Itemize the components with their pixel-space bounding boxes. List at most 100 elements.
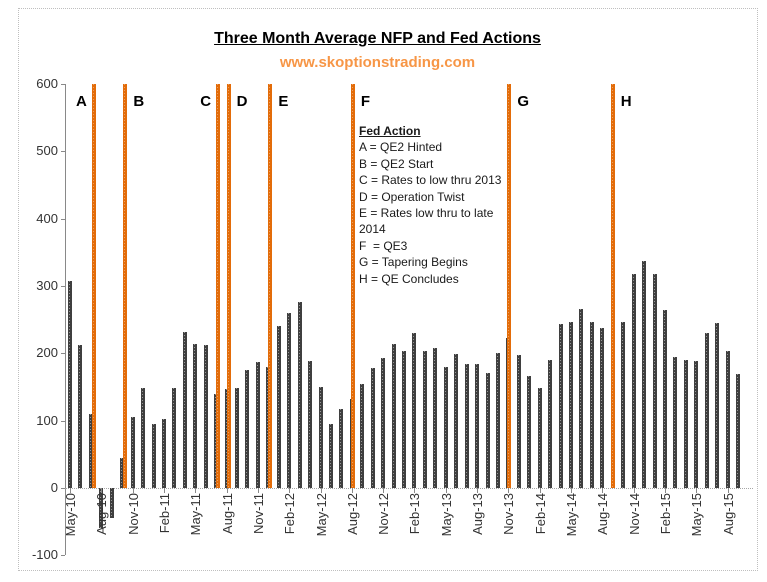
fed-line-texture bbox=[227, 84, 229, 488]
fed-line-texture bbox=[611, 84, 613, 488]
x-tick-label: Nov-13 bbox=[501, 493, 517, 535]
fed-action-label-f: F bbox=[360, 93, 371, 110]
x-tick bbox=[132, 488, 134, 493]
bar bbox=[287, 312, 292, 488]
bar-texture bbox=[528, 376, 530, 488]
fed-action-label-c: C bbox=[200, 93, 212, 110]
bar-texture bbox=[69, 281, 70, 488]
bar-texture bbox=[476, 364, 478, 488]
bar-texture bbox=[100, 488, 102, 529]
x-tick-label: Aug-12 bbox=[344, 493, 360, 535]
bar bbox=[151, 424, 156, 488]
bar-texture bbox=[444, 366, 446, 488]
bar-texture bbox=[121, 457, 123, 488]
bar bbox=[308, 361, 313, 488]
x-tick bbox=[383, 488, 385, 493]
x-tick-label: May-12 bbox=[313, 493, 329, 537]
x-tick bbox=[163, 488, 165, 493]
bar-texture bbox=[267, 366, 269, 488]
bar bbox=[78, 344, 83, 488]
x-tick bbox=[257, 488, 259, 493]
x-tick bbox=[320, 488, 322, 493]
bar bbox=[454, 354, 459, 488]
x-tick bbox=[633, 488, 635, 493]
fed-action-label-a: A bbox=[76, 93, 87, 110]
bar bbox=[328, 424, 333, 488]
y-tick bbox=[61, 286, 65, 287]
bar bbox=[694, 361, 699, 488]
bar bbox=[579, 308, 584, 488]
fed-action-label-d: D bbox=[236, 93, 248, 110]
bar bbox=[600, 327, 605, 488]
x-tick bbox=[696, 488, 698, 493]
y-tick-label: 500 bbox=[36, 143, 58, 159]
y-tick-label: 0 bbox=[50, 480, 58, 495]
bar-texture bbox=[183, 331, 185, 488]
bar bbox=[548, 360, 553, 488]
bar bbox=[433, 347, 438, 488]
bar-texture bbox=[716, 323, 718, 488]
x-tick-label: Aug-15 bbox=[720, 493, 736, 535]
bar-texture bbox=[371, 368, 373, 488]
bar bbox=[381, 358, 386, 488]
fed-line-texture bbox=[217, 84, 219, 488]
bar-texture bbox=[622, 322, 624, 488]
x-tick bbox=[226, 488, 228, 493]
bar-texture bbox=[465, 364, 467, 488]
bar-texture bbox=[695, 361, 697, 488]
bar-texture bbox=[455, 354, 457, 488]
bar-texture bbox=[434, 347, 436, 488]
bar bbox=[130, 417, 135, 488]
bar-texture bbox=[403, 351, 404, 488]
x-tick-label: Nov-11 bbox=[250, 493, 266, 534]
x-tick-label: Aug-11 bbox=[219, 493, 235, 534]
legend-line: B = QE2 Start bbox=[359, 156, 434, 171]
fed-line-texture bbox=[351, 84, 353, 488]
fed-line-texture bbox=[508, 84, 510, 488]
chart-title: Three Month Average NFP and Fed Actions bbox=[214, 30, 541, 47]
bar bbox=[214, 393, 219, 488]
fed-action-line-c bbox=[216, 84, 221, 488]
bar-texture bbox=[246, 370, 248, 488]
x-tick bbox=[289, 488, 291, 493]
bar-texture bbox=[423, 350, 425, 488]
bar bbox=[558, 324, 563, 488]
bar-texture bbox=[361, 383, 363, 488]
y-tick bbox=[61, 488, 65, 489]
fed-action-line-b bbox=[123, 84, 128, 488]
fed-line-texture bbox=[124, 84, 126, 488]
bar bbox=[495, 353, 500, 488]
bar bbox=[161, 418, 166, 488]
bar bbox=[537, 388, 542, 488]
x-tick bbox=[508, 488, 510, 493]
bar bbox=[642, 261, 647, 488]
legend-line: D = Operation Twist bbox=[359, 189, 465, 204]
bar bbox=[276, 326, 281, 488]
bar bbox=[464, 364, 469, 488]
x-tick bbox=[70, 488, 71, 493]
bar bbox=[141, 388, 146, 488]
bar bbox=[736, 373, 740, 488]
x-tick-label: Feb-13 bbox=[407, 493, 423, 535]
x-tick-label: Aug-10 bbox=[94, 493, 110, 535]
bar-texture bbox=[204, 344, 206, 488]
bar bbox=[683, 360, 688, 488]
y-tick bbox=[61, 151, 65, 153]
bar-texture bbox=[110, 488, 112, 519]
bar bbox=[621, 322, 626, 488]
x-tick bbox=[602, 488, 604, 493]
bar-texture bbox=[684, 360, 686, 488]
fed-action-line-f bbox=[350, 84, 355, 488]
bar-texture bbox=[549, 360, 551, 488]
bar-texture bbox=[580, 308, 582, 488]
website-text: www.skoptionstrading.com bbox=[279, 54, 476, 71]
bar bbox=[631, 273, 636, 488]
bar-texture bbox=[413, 333, 415, 488]
x-tick bbox=[445, 488, 447, 493]
bar-texture bbox=[517, 355, 519, 488]
x-tick-label: May-10 bbox=[63, 493, 78, 537]
bar bbox=[339, 408, 344, 488]
fed-line-texture bbox=[269, 84, 271, 488]
fed-action-label-b: B bbox=[133, 93, 145, 110]
